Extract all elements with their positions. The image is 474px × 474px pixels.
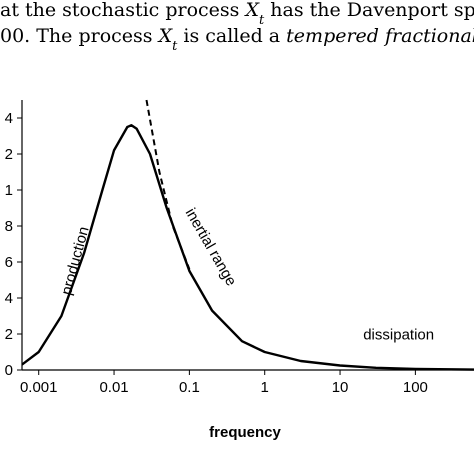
- text-run: X: [243, 0, 260, 21]
- series-line: [22, 124, 474, 371]
- annotation: inertial range: [182, 205, 240, 289]
- y-tick-label: 2: [5, 326, 13, 343]
- annotation: dissipation: [363, 326, 434, 343]
- y-tick-label: 8: [5, 218, 13, 235]
- y-tick-label: 0: [5, 362, 13, 379]
- text-run: is called a: [177, 25, 286, 47]
- paper-line: at the stochastic process Xt has the Dav…: [0, 0, 474, 28]
- y-tick-label: 2: [5, 146, 13, 163]
- x-axis-label: frequency: [209, 424, 281, 441]
- y-tick-label: 4: [5, 290, 13, 307]
- x-tick-label: 1: [261, 379, 269, 396]
- x-tick-label: 100: [403, 379, 428, 396]
- x-tick-label: 10: [332, 379, 349, 396]
- x-tick-label: 0.01: [99, 379, 128, 396]
- text-run: t: [259, 13, 265, 28]
- text-run: at the stochastic process: [0, 0, 245, 21]
- text-run: t: [172, 39, 178, 54]
- annotation: production: [58, 225, 93, 297]
- paper-line: 00. The process Xt is called a tempered …: [0, 25, 474, 54]
- text-run: 00. The process: [0, 25, 159, 47]
- text-run: X: [157, 25, 174, 47]
- y-tick-label: 4: [5, 110, 13, 127]
- x-tick-label: 0.1: [179, 379, 200, 396]
- text-run: has the Davenport spectru: [264, 0, 474, 21]
- series-line: [145, 99, 191, 270]
- y-tick-label: 1: [5, 182, 13, 199]
- x-tick-label: 0.001: [20, 379, 58, 396]
- text-run: tempered fractional Ga: [286, 25, 474, 47]
- y-tick-label: 6: [5, 254, 13, 271]
